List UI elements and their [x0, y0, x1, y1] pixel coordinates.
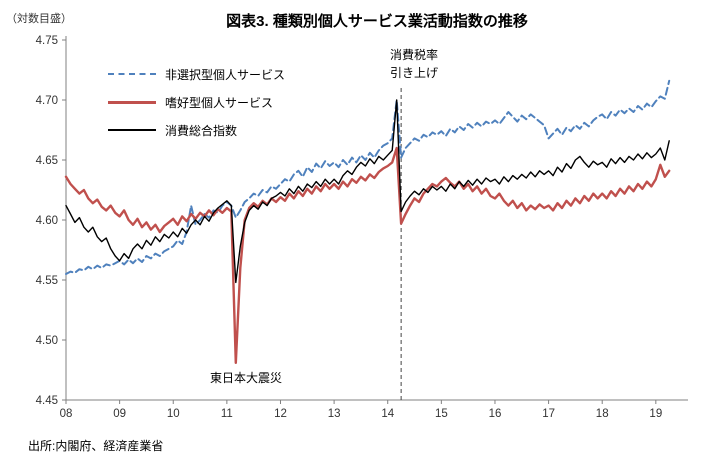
x-axis-tick-labels: 08 09 10 11 12 13 14 15 16 17 18 19	[60, 400, 662, 420]
svg-text:14: 14	[381, 408, 394, 420]
legend-item-preference: 嗜好型個人サービス	[108, 94, 285, 110]
svg-text:4.55: 4.55	[36, 275, 58, 287]
tax-hike-annotation: 消費税率 引き上げ	[389, 48, 438, 80]
svg-text:12: 12	[274, 408, 287, 420]
chart-title: 図表3. 種類別個人サービス業活動指数の推移	[226, 13, 528, 30]
legend-label-preference: 嗜好型個人サービス	[165, 95, 274, 110]
earthquake-annotation: 東日本大震災	[210, 371, 283, 385]
series-line-1	[64, 146, 671, 364]
source-note: 出所:内閣府、経済産業省	[28, 439, 164, 453]
svg-text:15: 15	[435, 408, 448, 420]
legend-item-composite: 消費総合指数	[108, 122, 285, 138]
legend-item-nonselective: 非選択型個人サービス	[108, 66, 285, 82]
svg-text:4.60: 4.60	[36, 215, 58, 227]
svg-text:13: 13	[328, 408, 341, 420]
svg-text:08: 08	[60, 408, 73, 420]
svg-text:19: 19	[649, 408, 662, 420]
solid-line-key-icon	[108, 100, 156, 104]
svg-text:11: 11	[221, 408, 233, 420]
svg-text:4.45: 4.45	[36, 395, 58, 407]
y-axis-tick-labels: 4.45 4.50 4.55 4.60 4.65 4.70 4.75	[36, 35, 66, 407]
svg-text:17: 17	[542, 408, 555, 420]
legend-label-composite: 消費総合指数	[165, 123, 238, 138]
svg-text:4.65: 4.65	[36, 155, 58, 167]
svg-text:4.75: 4.75	[36, 35, 58, 47]
svg-text:4.50: 4.50	[36, 335, 58, 347]
legend-label-nonselective: 非選択型個人サービス	[165, 67, 286, 82]
legend: 非選択型個人サービス 嗜好型個人サービス 消費総合指数	[108, 66, 285, 150]
svg-text:10: 10	[167, 408, 180, 420]
svg-text:4.70: 4.70	[36, 95, 58, 107]
thin-line-key-icon	[108, 129, 156, 131]
series-line-2	[65, 99, 670, 284]
axes	[65, 36, 688, 401]
y-axis-unit-label: （対数目盛）	[6, 13, 72, 25]
svg-text:18: 18	[596, 408, 609, 420]
svg-text:16: 16	[489, 408, 502, 420]
svg-text:09: 09	[113, 408, 126, 420]
dashed-line-key-icon	[108, 73, 156, 75]
series-line-0	[65, 79, 671, 275]
